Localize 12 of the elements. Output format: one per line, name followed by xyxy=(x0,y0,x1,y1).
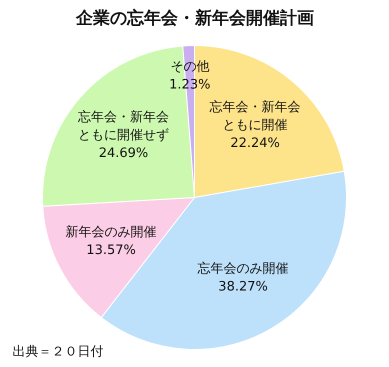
data-label: 24.69% xyxy=(98,146,148,162)
data-label: 38.27% xyxy=(218,280,268,295)
data-label: 1.23% xyxy=(169,77,210,92)
slice-label: 新年会のみ開催 xyxy=(66,224,157,240)
source-note: 出典＝２０日付 xyxy=(12,344,104,360)
data-label: 22.24% xyxy=(230,136,280,151)
slice-label: 忘年会・新年会ともに開催 xyxy=(210,98,301,133)
slice-label: その他 xyxy=(170,59,210,74)
slice-label: 忘年会・新年会ともに開催せず xyxy=(78,109,170,144)
chart-title: 企業の忘年会・新年会開催計画 xyxy=(75,8,314,28)
slice-label: 忘年会のみ開催 xyxy=(198,260,289,277)
data-label: 13.57% xyxy=(86,242,136,258)
